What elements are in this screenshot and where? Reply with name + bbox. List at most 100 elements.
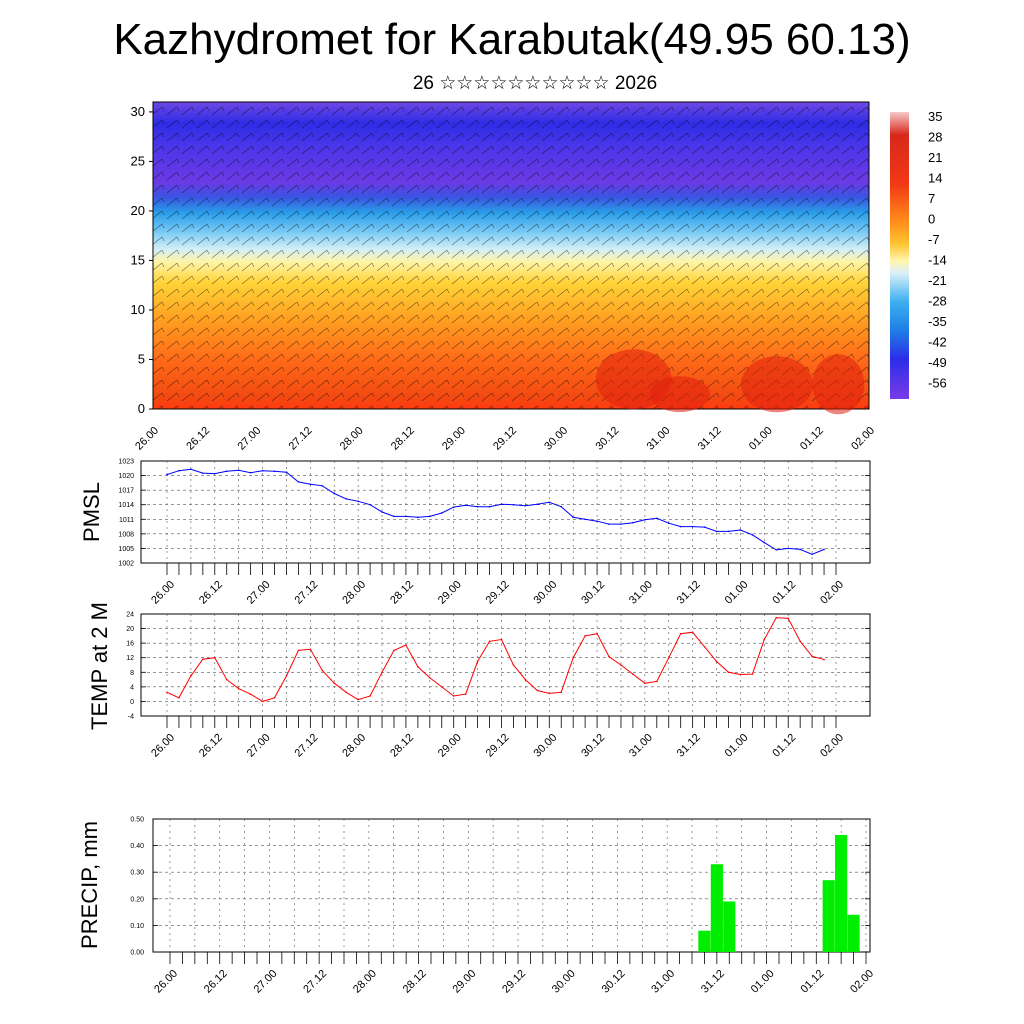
temp-x-label: 31.00 [627, 732, 655, 760]
temp-y-tick-label: 24 [126, 612, 134, 619]
pmsl-point [261, 469, 264, 472]
colorbar-label: 28 [928, 130, 942, 145]
pmsl-point [560, 505, 563, 508]
pmsl-x-label: 02.00 [818, 579, 846, 607]
section-x-label: 27.00 [235, 425, 263, 453]
temp-x-label: 02.00 [818, 732, 846, 760]
temp-point [393, 649, 395, 652]
colorbar-label: -7 [928, 232, 940, 247]
temp-point [512, 664, 515, 666]
temp-point [357, 698, 359, 701]
temp-y-tick-label: 0 [130, 699, 134, 706]
temp-point [488, 640, 491, 643]
pmsl-point [452, 506, 455, 508]
colorbar-label: -49 [928, 355, 947, 370]
temp-point [476, 660, 479, 663]
precip-x-label: 27.00 [252, 968, 280, 996]
colorbar-label: 14 [928, 171, 942, 186]
temp-x-label: 29.00 [436, 732, 464, 760]
section-y-axis: 0 5 10 15 20 25 30 [131, 104, 153, 416]
temp-point [417, 666, 419, 668]
temp-point [703, 645, 706, 648]
precip-y-tick-label: 0.20 [130, 896, 144, 903]
temp-x-label: 27.12 [293, 732, 321, 760]
temp-point [751, 673, 754, 675]
section-y-tick-label: 25 [131, 153, 145, 168]
pmsl-point [787, 547, 790, 550]
pmsl-point [213, 472, 216, 475]
pmsl-x-label: 01.00 [723, 579, 751, 607]
pmsl-point [691, 525, 694, 528]
temp-point [596, 632, 598, 635]
pmsl-point [309, 483, 312, 486]
pmsl-point [608, 523, 610, 525]
temp-point [715, 660, 718, 663]
temp-point [763, 638, 766, 641]
precip-y-tick-label: 0.10 [130, 923, 144, 930]
section-x-axis: 26.00 26.12 27.00 27.12 28.00 28.12 29.00 29.12… [133, 425, 877, 453]
temp-point [500, 638, 503, 641]
temp-y-tick-label: 12 [126, 655, 134, 662]
pmsl-x-label: 31.12 [675, 579, 703, 607]
pmsl-y-tick-label: 1005 [118, 546, 134, 553]
section-x-label: 31.12 [696, 425, 724, 453]
temp-point [429, 676, 431, 679]
pmsl-x-label: 01.12 [770, 579, 798, 607]
temp-point [213, 656, 216, 659]
temp-y-axis: 24 20 16 12 8 4 0 -4 [126, 612, 870, 721]
section-y-tick-label: 20 [131, 203, 145, 218]
pmsl-point [429, 515, 431, 518]
pmsl-point [345, 498, 347, 500]
section-x-label: 02.00 [849, 425, 877, 453]
precip-x-label: 28.12 [401, 968, 429, 996]
pmsl-series [166, 468, 825, 556]
section-x-label: 01.12 [798, 425, 826, 453]
temp-point [727, 671, 730, 674]
temp-point [811, 655, 813, 658]
temp-x-label: 27.00 [245, 732, 273, 760]
pmsl-x-label: 31.00 [627, 579, 655, 607]
section-y-tick-label: 10 [131, 302, 145, 317]
pmsl-point [632, 521, 634, 524]
section-warm-core [649, 376, 710, 413]
temp-point [799, 640, 801, 643]
pmsl-point [297, 481, 300, 483]
pmsl-x-label: 29.12 [484, 579, 512, 607]
section-y-tick-label: 15 [131, 252, 145, 267]
pmsl-point [417, 516, 419, 519]
pmsl-y-tick-label: 1002 [118, 561, 134, 568]
pmsl-point [667, 522, 670, 524]
precip-bar [835, 834, 848, 952]
temp-point [237, 687, 240, 690]
temp-x-label: 26.00 [149, 732, 177, 760]
pmsl-y-tick-label: 1011 [119, 517, 134, 524]
temp-point [309, 648, 312, 651]
pmsl-point [799, 548, 801, 551]
temp-point [656, 680, 658, 683]
temp-x-axis: 26.00 26.12 27.00 27.12 28.00 28.12 29.00 29.12… [149, 716, 846, 760]
temp-x-label: 30.12 [579, 732, 607, 760]
precip-bars [698, 834, 860, 952]
colorbar-label: 21 [928, 150, 942, 165]
pmsl-point [488, 505, 491, 508]
temp-grid [141, 614, 870, 716]
temp-point [644, 682, 646, 685]
pmsl-point [548, 501, 551, 504]
colorbar-label: 7 [928, 191, 935, 206]
temp-point [464, 693, 467, 695]
temp-point [273, 696, 276, 699]
temp-point [452, 695, 455, 697]
pmsl-point [656, 517, 658, 520]
temp-point [823, 658, 825, 661]
section-warm-cores [595, 349, 865, 415]
temp-point [202, 658, 204, 660]
section-y-tick-label: 5 [138, 351, 145, 366]
temp-point [584, 635, 586, 637]
pmsl-point [178, 469, 180, 472]
pmsl-point [512, 503, 515, 506]
colorbar-label: -28 [928, 294, 947, 309]
precip-y-tick-label: 0.40 [130, 843, 144, 850]
temp-x-label: 29.12 [484, 732, 512, 760]
section-x-label: 26.00 [133, 425, 161, 453]
